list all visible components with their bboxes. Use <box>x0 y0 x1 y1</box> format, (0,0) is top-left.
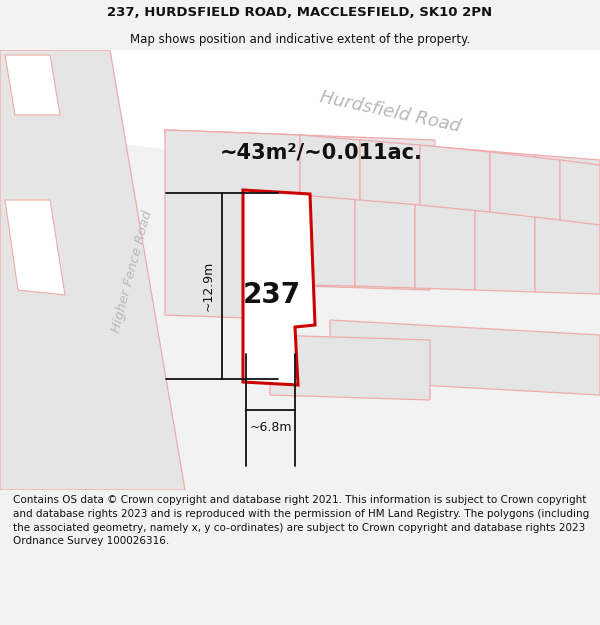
Polygon shape <box>270 335 430 400</box>
Polygon shape <box>5 200 65 295</box>
Polygon shape <box>5 55 60 115</box>
Text: ~6.8m: ~6.8m <box>249 421 292 434</box>
Polygon shape <box>490 152 560 220</box>
Text: ~43m²/~0.011ac.: ~43m²/~0.011ac. <box>220 142 423 162</box>
Polygon shape <box>330 320 600 395</box>
Polygon shape <box>165 130 300 285</box>
Polygon shape <box>60 50 185 490</box>
Polygon shape <box>355 140 415 288</box>
Polygon shape <box>300 135 360 200</box>
Polygon shape <box>165 130 435 290</box>
Text: Hurdsfield Road: Hurdsfield Road <box>318 88 462 136</box>
Polygon shape <box>0 50 600 200</box>
Text: 237: 237 <box>243 281 301 309</box>
Polygon shape <box>360 140 420 205</box>
Text: ~12.9m: ~12.9m <box>202 261 215 311</box>
Polygon shape <box>165 130 300 320</box>
Polygon shape <box>475 150 535 292</box>
Polygon shape <box>560 160 600 225</box>
Polygon shape <box>420 145 490 212</box>
Text: Map shows position and indicative extent of the property.: Map shows position and indicative extent… <box>130 34 470 46</box>
Text: Contains OS data © Crown copyright and database right 2021. This information is : Contains OS data © Crown copyright and d… <box>13 496 589 546</box>
Text: Higher Fence Road: Higher Fence Road <box>109 209 155 334</box>
Polygon shape <box>243 190 315 385</box>
Polygon shape <box>415 145 475 290</box>
Polygon shape <box>300 135 355 286</box>
Polygon shape <box>0 50 185 490</box>
Text: 237, HURDSFIELD ROAD, MACCLESFIELD, SK10 2PN: 237, HURDSFIELD ROAD, MACCLESFIELD, SK10… <box>107 6 493 19</box>
Polygon shape <box>535 155 600 294</box>
